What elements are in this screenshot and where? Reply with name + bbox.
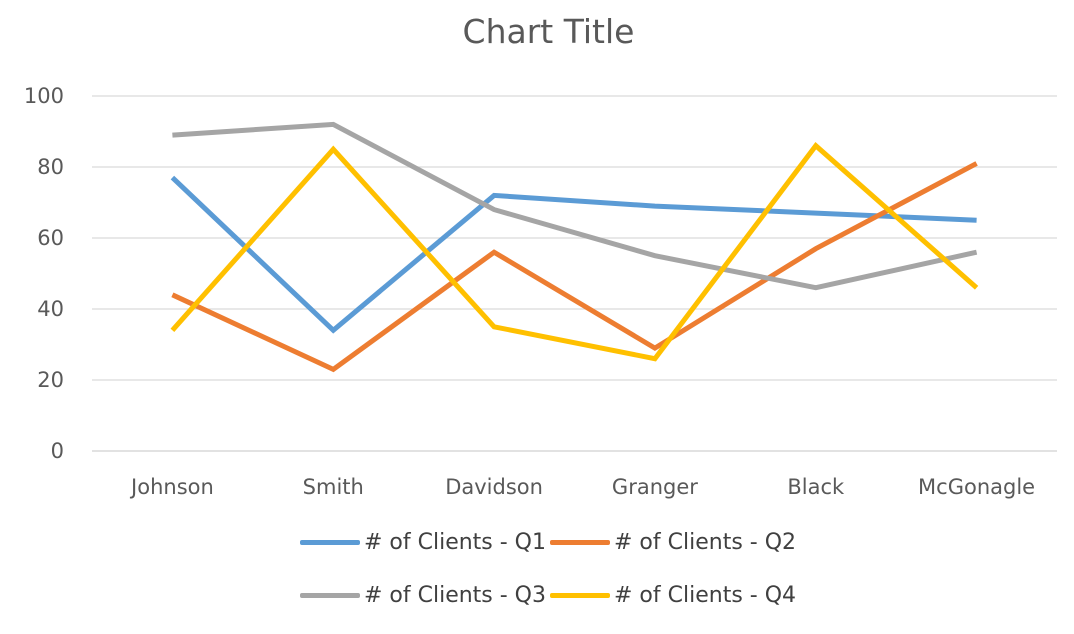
y-tick-label: 0 (51, 439, 64, 463)
y-tick-label: 80 (37, 155, 64, 179)
x-tick-label: Smith (303, 475, 364, 499)
x-tick-label: Johnson (129, 475, 214, 499)
legend-item-q1: # of Clients - Q1 (299, 530, 550, 555)
series-line-q3 (172, 121, 978, 291)
legend-item-q4: # of Clients - Q4 (550, 583, 800, 608)
legend-swatch-q1 (299, 540, 360, 545)
series-line-q4 (170, 142, 979, 362)
y-tick-label: 60 (37, 226, 64, 250)
x-tick-label: Davidson (445, 475, 543, 499)
x-tick-label: Black (787, 475, 845, 499)
legend-row-2: # of Clients - Q3 # of Clients - Q4 (0, 583, 1074, 608)
x-tick-label: McGonagle (918, 475, 1035, 499)
series-line-q1 (170, 175, 977, 334)
legend-label-q2: # of Clients - Q2 (614, 530, 797, 555)
legend-swatch-q2 (550, 540, 610, 545)
series-line-q2 (171, 161, 978, 373)
chart-title: Chart Title (462, 12, 635, 51)
legend-label-q1: # of Clients - Q1 (363, 530, 546, 555)
y-tick-label: 100 (24, 84, 64, 108)
legend-row-1: # of Clients - Q1 # of Clients - Q2 (0, 530, 1074, 555)
legend-label-q4: # of Clients - Q4 (614, 583, 797, 608)
y-tick-label: 40 (37, 297, 64, 321)
legend-item-q3: # of Clients - Q3 (299, 583, 550, 608)
legend-swatch-q4 (550, 593, 610, 598)
legend-swatch-q3 (299, 593, 360, 598)
legend-label-q3: # of Clients - Q3 (363, 583, 546, 608)
legend-item-q2: # of Clients - Q2 (550, 530, 800, 555)
y-tick-label: 20 (37, 368, 64, 392)
x-tick-label: Granger (612, 475, 698, 499)
